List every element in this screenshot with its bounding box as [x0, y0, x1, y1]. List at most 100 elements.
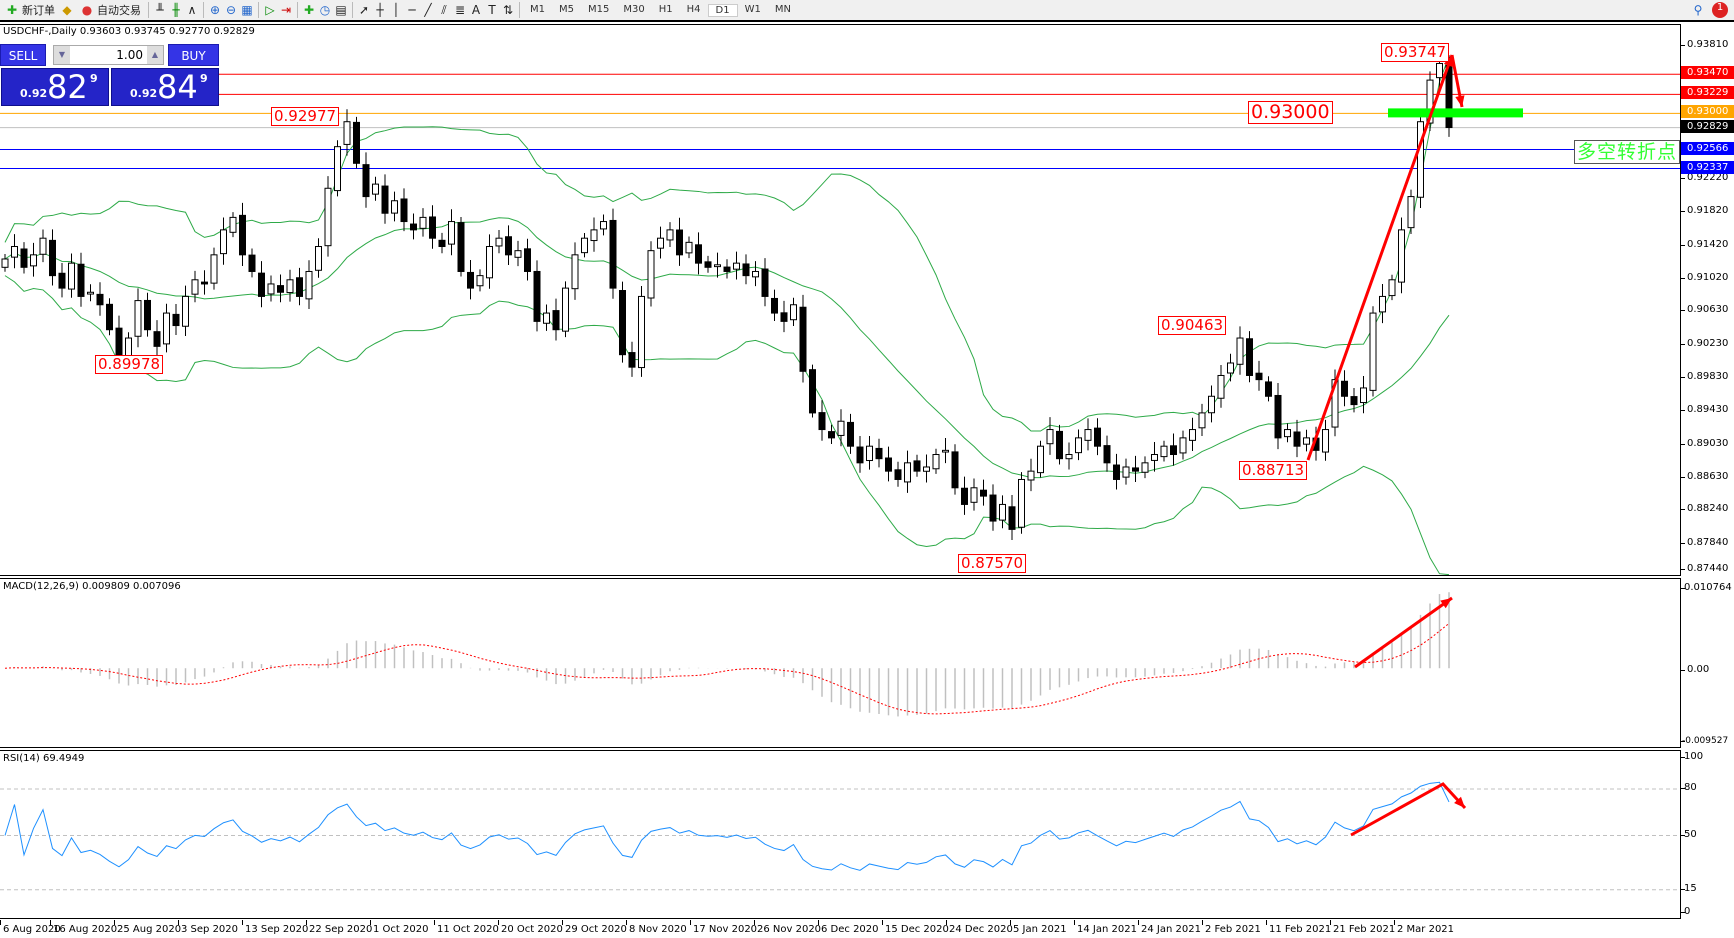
bull-candle [343, 121, 351, 145]
rsi-level-label: 50 [1681, 829, 1697, 841]
zoom-in-icon[interactable]: ⊕ [209, 3, 221, 17]
bear-candle [144, 299, 151, 331]
lot-decrease-icon[interactable]: ▼ [54, 46, 70, 64]
timeframe-mn[interactable]: MN [774, 3, 791, 15]
bollinger-middle [4, 217, 1450, 479]
sell-price-main: 82 [47, 68, 88, 106]
bull-candle [486, 246, 493, 279]
date-label: 26 Nov 2020 [754, 920, 821, 935]
bull-candle [942, 449, 949, 453]
timeframe-m5[interactable]: M5 [559, 3, 574, 15]
rsi-level-label: 0 [1681, 906, 1690, 918]
bull-candle [68, 262, 75, 290]
macd-pane[interactable]: MACD(12,26,9) 0.009809 0.007096 [0, 578, 1681, 748]
date-label: 29 Oct 2020 [562, 920, 627, 935]
bear-candle [438, 239, 446, 248]
lot-size-field[interactable]: ▼ 1.00 ▲ [53, 45, 164, 65]
price-chart[interactable] [0, 25, 1680, 575]
search-icon[interactable]: ⚲ [1693, 3, 1703, 17]
bear-candle [524, 248, 531, 272]
horizontal-line-icon[interactable]: ─ [408, 3, 416, 17]
sell-price[interactable]: 0.92 82 9 [1, 68, 109, 106]
timeframe-w1[interactable]: W1 [744, 3, 761, 15]
vertical-line-icon[interactable]: │ [392, 3, 400, 17]
sell-button[interactable]: SELL [0, 44, 46, 66]
price-tick: 0.89830 [1681, 371, 1728, 383]
timeframe-m30[interactable]: M30 [623, 3, 645, 15]
main-chart-pane[interactable]: USDCHF-,Daily 0.93603 0.93745 0.92770 0.… [0, 24, 1681, 576]
bull-candle [1027, 470, 1035, 481]
channel-icon[interactable]: ⫽ [441, 2, 447, 17]
tile-windows-icon[interactable]: ▦ [241, 3, 253, 17]
bear-candle [353, 121, 360, 164]
timeframe-m15[interactable]: M15 [588, 3, 610, 15]
bear-candle [172, 313, 180, 327]
bull-candle [163, 312, 170, 345]
bear-candle [258, 272, 265, 297]
macd-axis: 0.010764 0.00 -0.009527 [1681, 578, 1734, 748]
lot-increase-icon[interactable]: ▲ [147, 46, 163, 64]
bear-candle [913, 460, 921, 472]
bull-candle [1388, 279, 1396, 297]
bear-candle [875, 447, 883, 460]
text-label-icon[interactable]: T [488, 3, 496, 17]
bull-candle [267, 283, 275, 295]
bear-candle [49, 239, 56, 277]
rsi-pane[interactable]: RSI(14) 69.4949 [0, 750, 1681, 919]
buy-price-pip: 9 [200, 72, 208, 85]
bear-candle [961, 487, 968, 505]
timeframe-d1[interactable]: D1 [707, 3, 738, 17]
market-watch-icon[interactable]: ◆ [62, 3, 72, 17]
notifications-badge[interactable]: 1 [1712, 2, 1728, 18]
date-label: 25 Aug 2020 [114, 920, 181, 935]
bar-chart-icon[interactable]: ╨ [156, 3, 164, 17]
indicators-icon[interactable]: ✚ [303, 3, 315, 17]
bull-candle [1198, 412, 1206, 429]
bollinger-lower [4, 275, 1450, 575]
price-tick: 0.87440 [1681, 563, 1728, 575]
text-icon[interactable]: A [471, 3, 481, 17]
templates-icon[interactable]: ▤ [335, 3, 347, 17]
cursor-icon[interactable]: ➚ [358, 3, 370, 17]
rsi-arrow [1350, 782, 1467, 837]
buy-price-main: 84 [157, 68, 198, 106]
trendline-icon[interactable]: ╱ [424, 3, 432, 17]
candlestick-icon[interactable]: ╫ [172, 3, 180, 17]
buy-price[interactable]: 0.92 84 9 [111, 68, 219, 106]
fibonacci-icon[interactable]: ≣ [454, 3, 466, 17]
rsi-axis: 100 80 50 15 0 [1681, 750, 1734, 919]
price-tick: 0.89030 [1681, 438, 1728, 450]
zoom-out-icon[interactable]: ⊖ [225, 3, 237, 17]
timeframe-h4[interactable]: H4 [686, 3, 701, 15]
macd-arrow [1354, 596, 1453, 669]
bull-candle [514, 250, 522, 258]
price-axis[interactable]: 0.93810 0.92220 0.91820 0.91420 0.91020 0.906… [1681, 24, 1734, 576]
chart-shift-icon[interactable]: ⇥ [280, 3, 292, 17]
separator [519, 2, 520, 18]
auto-trading-button[interactable]: ● 自动交易 [75, 0, 145, 20]
macd-chart [4, 592, 1453, 717]
bear-candle [20, 248, 28, 268]
price-tick: 0.91420 [1681, 239, 1728, 251]
macd-title: MACD(12,26,9) 0.009809 0.007096 [3, 581, 181, 592]
arrows-icon[interactable]: ⇅ [502, 3, 514, 17]
timeframe-h1[interactable]: H1 [658, 3, 673, 15]
bull-candle [1217, 374, 1225, 399]
bull-candle [638, 295, 645, 369]
buy-button[interactable]: BUY [168, 44, 219, 66]
level-price-tag: 0.92566 [1681, 141, 1734, 155]
crosshair-icon[interactable]: ┼ [376, 3, 384, 17]
bear-candle [856, 446, 864, 464]
periods-icon[interactable]: ◷ [319, 3, 331, 17]
line-chart-icon[interactable]: ∧ [187, 3, 197, 17]
bear-candle [1341, 380, 1348, 397]
new-order-button[interactable]: ✚ 新订单 [0, 0, 59, 20]
timeframe-m1[interactable]: M1 [530, 3, 545, 15]
auto-scroll-icon[interactable]: ▷ [265, 3, 275, 17]
rsi-level-label: 15 [1681, 883, 1697, 895]
date-label: 2 Mar 2021 [1394, 920, 1454, 935]
bear-candle [239, 214, 246, 256]
bear-candle [704, 261, 712, 268]
bear-candle [676, 229, 683, 256]
bull-candle [30, 254, 37, 267]
